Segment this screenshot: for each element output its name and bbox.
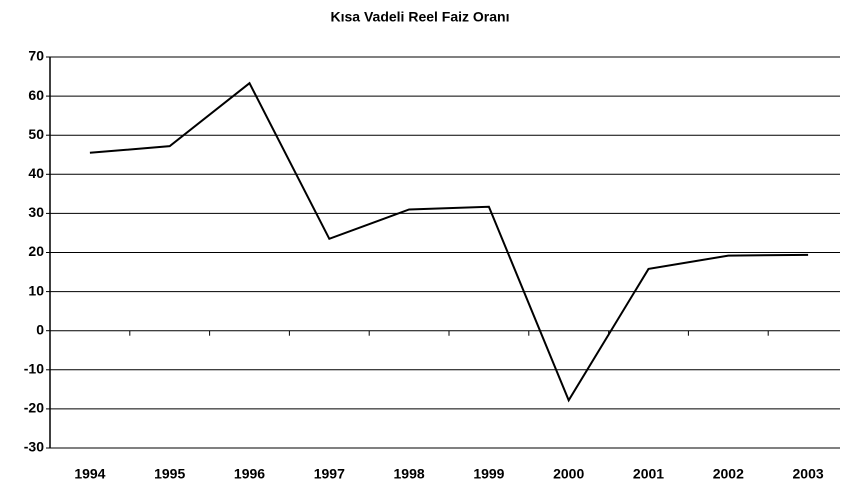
y-tick-label: 20 — [28, 243, 44, 259]
x-tick-label: 2001 — [633, 466, 664, 482]
y-tick-label: 10 — [28, 282, 44, 298]
y-tick-label: -20 — [24, 400, 44, 416]
x-tick-label: 1996 — [234, 466, 265, 482]
x-tick-label: 1997 — [314, 466, 345, 482]
series-line — [89, 81, 809, 403]
y-tick-label: 40 — [28, 165, 44, 181]
x-tick-label: 1999 — [473, 466, 504, 482]
y-tick-label: -30 — [24, 439, 44, 455]
x-tick-label: 2003 — [793, 466, 824, 482]
chart-title: Kısa Vadeli Reel Faiz Oranı — [331, 9, 510, 25]
x-tick-label: 1998 — [394, 466, 425, 482]
x-tick-label: 1994 — [74, 466, 105, 482]
y-tick-label: 0 — [36, 321, 44, 337]
x-tick-label: 2002 — [713, 466, 744, 482]
y-tick-label: 50 — [28, 126, 44, 142]
y-tick-label: -10 — [24, 361, 44, 377]
y-tick-label: 60 — [28, 87, 44, 103]
x-tick-label: 2000 — [553, 466, 584, 482]
y-tick-label: 70 — [28, 48, 44, 64]
x-tick-label: 1995 — [154, 466, 185, 482]
y-tick-label: 30 — [28, 204, 44, 220]
